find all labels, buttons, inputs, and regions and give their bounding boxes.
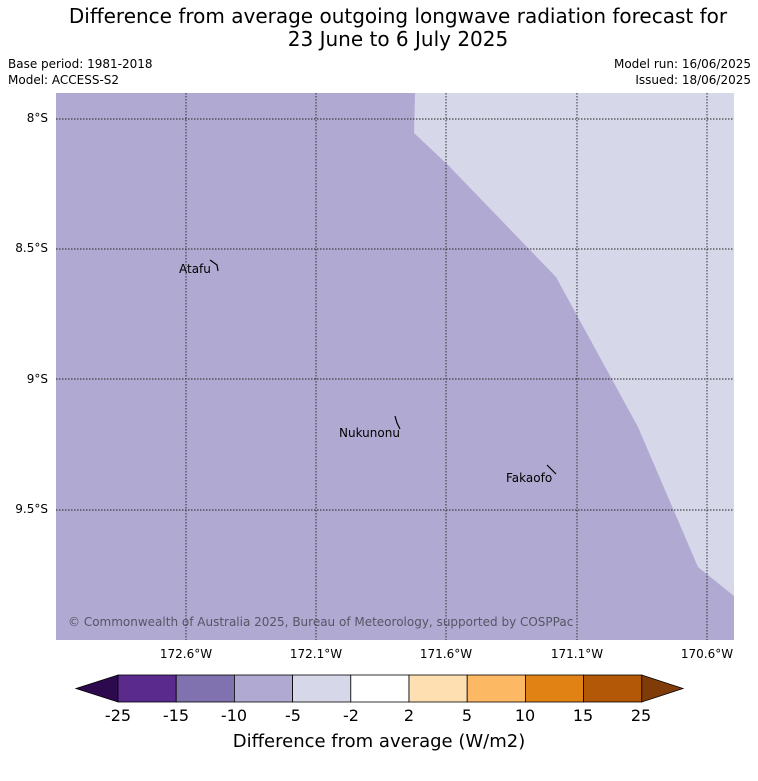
lon-label-171-1w: 171.1°W <box>550 647 604 661</box>
cbar-segment-4 <box>292 674 352 703</box>
copyright-notice: © Commonwealth of Australia 2025, Bureau… <box>68 615 573 629</box>
lat-label-8s: 8°S <box>26 111 48 125</box>
issued-date: Issued: 18/06/2025 <box>635 73 751 87</box>
lon-label-172-1w: 172.1°W <box>289 647 343 661</box>
cbar-segment-1 <box>117 674 177 703</box>
map-svg: Atafu Nukunonu Fakaofo © Commonwealth of… <box>56 93 734 640</box>
atolls <box>209 259 557 475</box>
lat-label-9-5s: 9.5°S <box>15 502 48 516</box>
graticule <box>56 93 734 640</box>
title-line-1: Difference from average outgoing longwav… <box>68 4 728 28</box>
nukunonu-atoll <box>394 415 401 430</box>
meta-right: Model run: 16/06/2025 Issued: 18/06/2025 <box>614 56 751 88</box>
lon-label-172-6w: 172.6°W <box>159 647 213 661</box>
lat-label-8-5s: 8.5°S <box>15 241 48 255</box>
place-atafu: Atafu <box>179 262 211 276</box>
fakaofo-atoll <box>546 464 557 475</box>
cbar-tick-4: -5 <box>285 706 301 725</box>
place-fakaofo: Fakaofo <box>506 471 552 485</box>
model-name: Model: ACCESS-S2 <box>8 73 120 87</box>
lon-label-170-6w: 170.6°W <box>680 647 734 661</box>
cbar-segment-9 <box>583 674 643 703</box>
map-panel: Atafu Nukunonu Fakaofo © Commonwealth of… <box>56 93 734 640</box>
cbar-tick-10: 25 <box>630 706 652 725</box>
cbar-tick-7: 5 <box>461 706 473 725</box>
cbar-tick-2: -15 <box>162 706 190 725</box>
cbar-tick-5: -2 <box>343 706 359 725</box>
model-run: Model run: 16/06/2025 <box>613 57 751 71</box>
colorbar-label: Difference from average (W/m2) <box>232 731 526 752</box>
cbar-tick-1: -25 <box>104 706 132 725</box>
cbar-tick-9: 15 <box>572 706 594 725</box>
cbar-segment-8 <box>525 674 585 703</box>
cbar-segment-6 <box>408 674 468 703</box>
cbar-extend-low <box>74 674 119 703</box>
base-period: Base period: 1981-2018 <box>8 57 153 71</box>
cbar-segment-5 <box>350 674 410 703</box>
chart-title: Difference from average outgoing longwav… <box>0 5 758 51</box>
title-line-2: 23 June to 6 July 2025 <box>287 27 509 51</box>
atafu-atoll <box>209 259 219 272</box>
cbar-tick-8: 10 <box>514 706 536 725</box>
cbar-tick-3: -10 <box>220 706 248 725</box>
lat-label-9s: 9°S <box>26 372 48 386</box>
cbar-tick-6: 2 <box>403 706 415 725</box>
meta-left: Base period: 1981-2018 Model: ACCESS-S2 <box>8 56 153 88</box>
cbar-segment-7 <box>466 674 526 703</box>
cbar-segment-3 <box>233 674 293 703</box>
cbar-extend-high <box>641 674 685 703</box>
colorbar <box>74 674 685 703</box>
anomaly-region-light <box>414 93 734 596</box>
cbar-segment-2 <box>175 674 235 703</box>
place-nukunonu: Nukunonu <box>339 426 400 440</box>
lon-label-171-6w: 171.6°W <box>419 647 473 661</box>
